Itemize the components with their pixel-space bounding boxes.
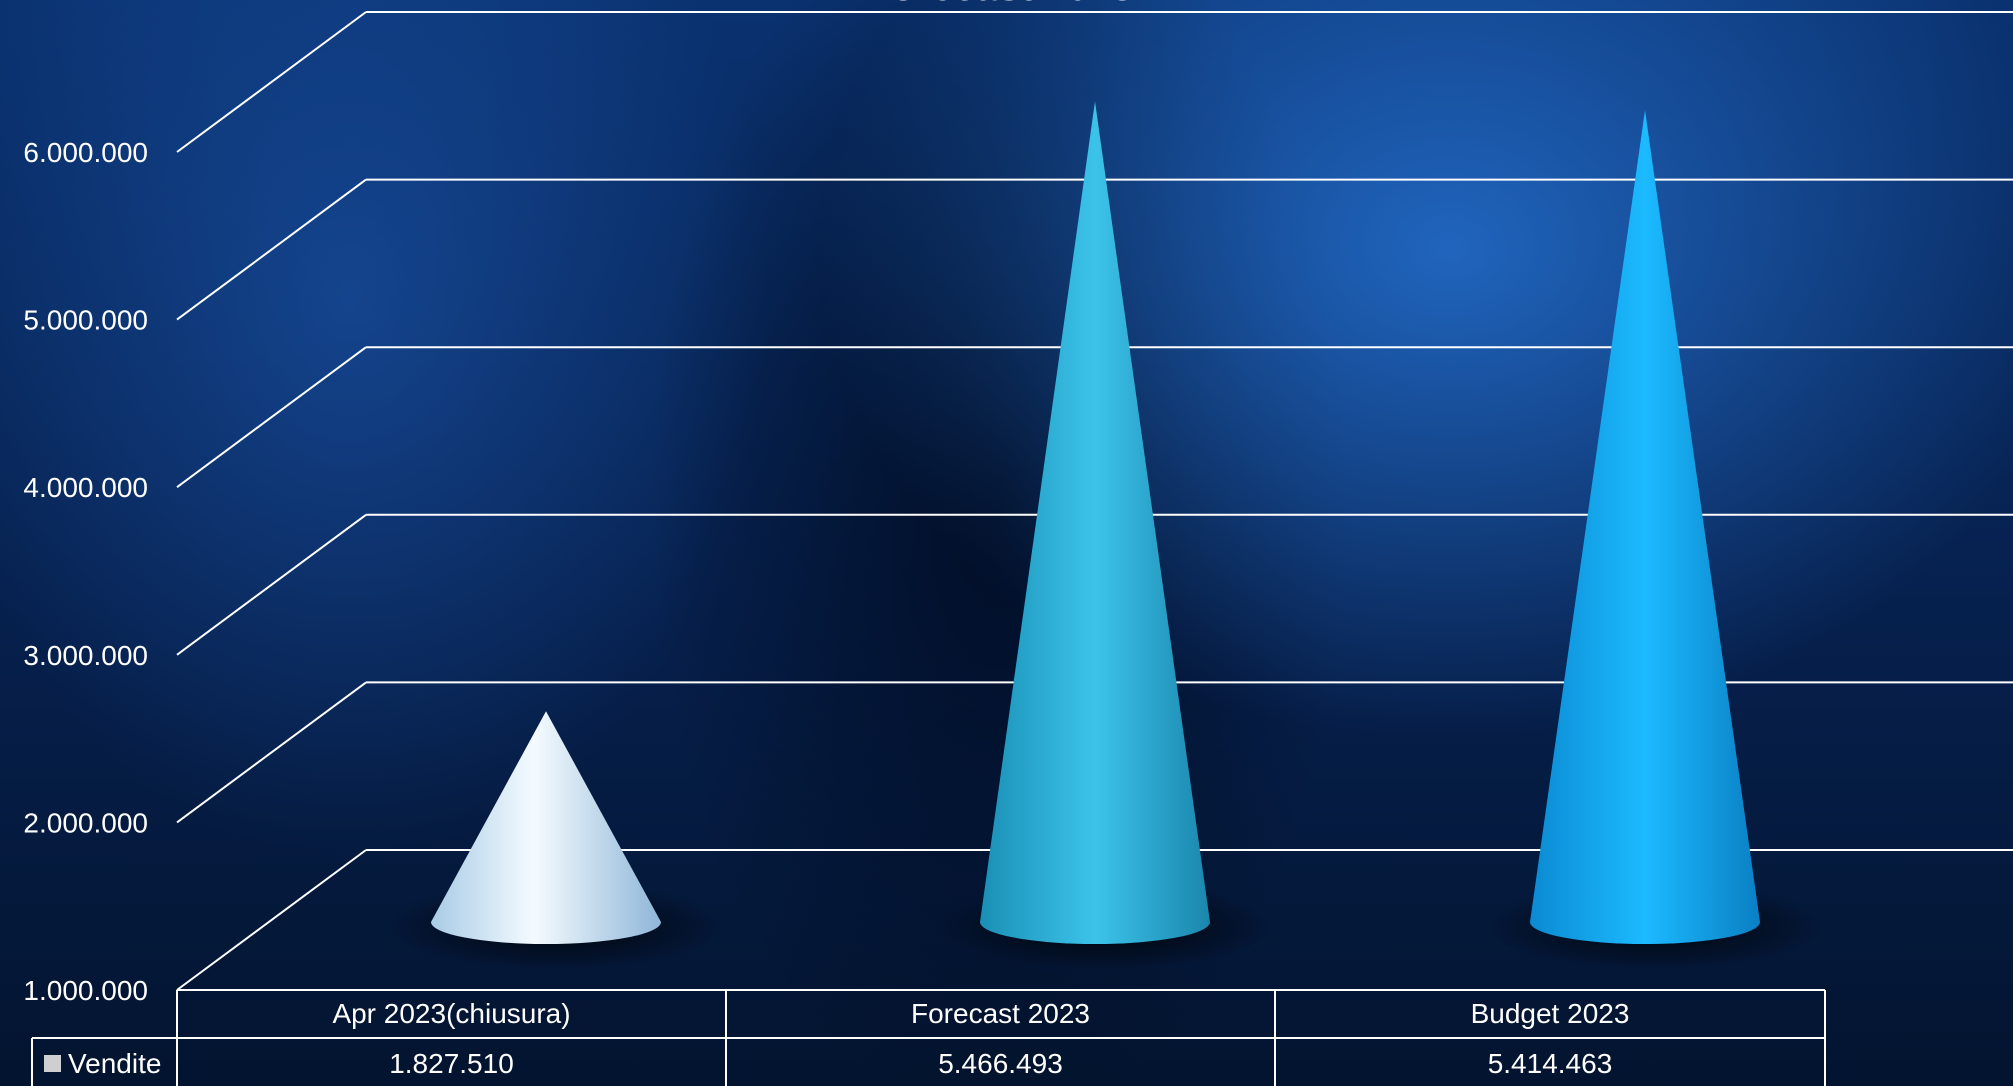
legend-key: [44, 1055, 61, 1072]
y-tick-label: 5.000.000: [23, 305, 148, 336]
cone-body: [1530, 110, 1760, 945]
gridline-depth: [176, 11, 367, 153]
data-label: 5.414.463: [1488, 1048, 1613, 1079]
cone-body: [431, 711, 661, 944]
category-label: Budget 2023: [1471, 998, 1630, 1029]
gridline-depth: [176, 178, 367, 321]
category-label: Apr 2023(chiusura): [332, 998, 570, 1029]
gridline-depth: [176, 346, 367, 489]
y-tick-label: 2.000.000: [23, 807, 148, 838]
y-axis-tick-labels: 1.000.000 2.000.000 3.000.000 4.000.000 5.00…: [23, 137, 148, 1006]
category-label: Forecast 2023: [911, 998, 1090, 1029]
data-label: 5.466.493: [938, 1048, 1063, 1079]
gridline-depth: [176, 513, 367, 656]
data-table: Apr 2023(chiusura) Forecast 2023 Budget 20…: [31, 989, 1826, 1086]
cones: [386, 101, 1825, 970]
y-tick-label: 4.000.000: [23, 472, 148, 503]
cone-body: [980, 101, 1210, 944]
gridlines: [176, 11, 2013, 991]
cone-2: [935, 101, 1275, 970]
y-tick-label: 3.000.000: [23, 640, 148, 671]
cone-3: [1485, 110, 1825, 970]
gridline-depth: [176, 681, 367, 824]
y-tick-label: 6.000.000: [23, 137, 148, 168]
y-tick-label: 1.000.000: [23, 975, 148, 1006]
gridline-depth: [176, 849, 367, 991]
chart-title: Forecast 2023: [867, 0, 1134, 9]
cone-1: [386, 711, 726, 970]
series-name: Vendite: [68, 1048, 161, 1079]
data-label: 1.827.510: [389, 1048, 514, 1079]
